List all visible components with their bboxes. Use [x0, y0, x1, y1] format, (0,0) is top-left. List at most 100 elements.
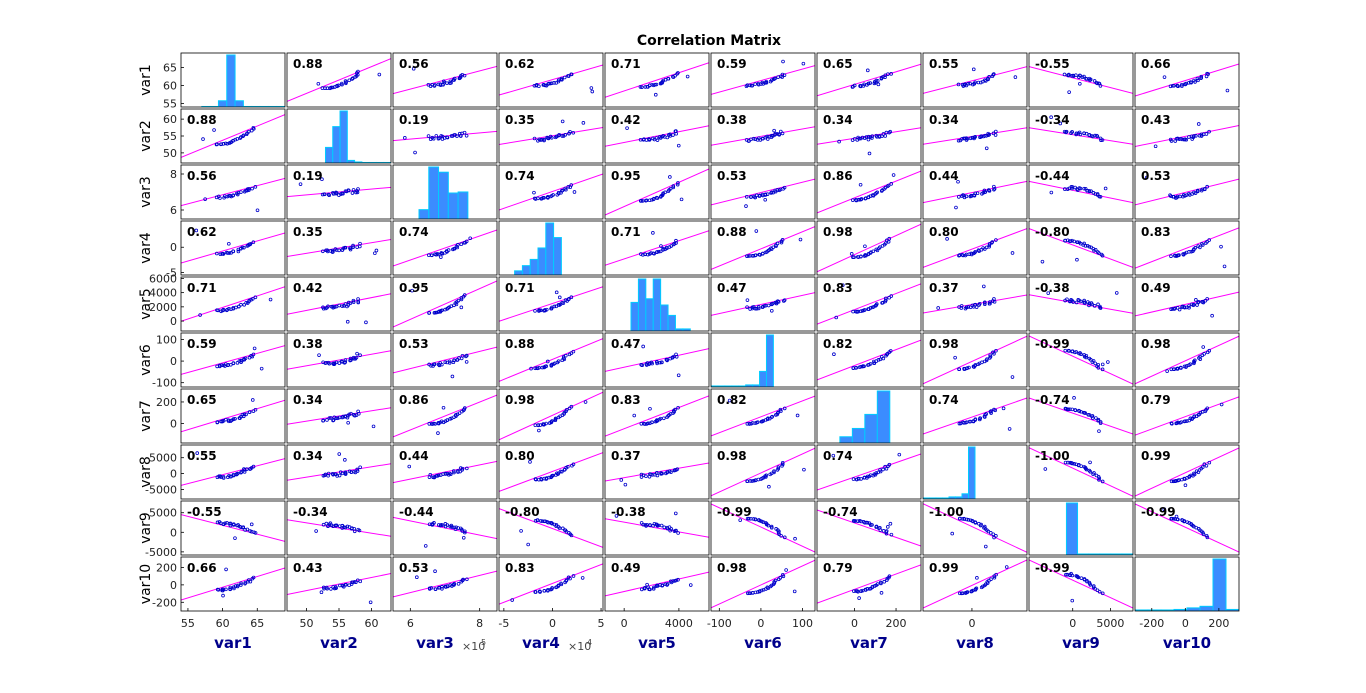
- fit-line: [711, 65, 815, 95]
- correlation-label: 0.86: [399, 393, 429, 407]
- scatter-point: [769, 308, 774, 313]
- fit-line: [923, 294, 1027, 314]
- fit-line: [1029, 66, 1133, 94]
- fit-line: [499, 64, 603, 96]
- scatter-point: [769, 525, 774, 530]
- panel-plot-area: [1029, 291, 1133, 314]
- correlation-label: 0.74: [505, 169, 535, 183]
- scatter-point: [240, 412, 245, 417]
- fit-line: [287, 186, 391, 198]
- panel-plot-area: [817, 223, 921, 273]
- scatter-point: [662, 416, 666, 421]
- scatter-point: [886, 183, 891, 188]
- panel-plot-area: [923, 397, 1027, 435]
- scatter-point: [1184, 137, 1189, 142]
- scatter-point: [1100, 138, 1105, 142]
- x-tick-label: 55: [332, 617, 346, 630]
- panel-plot-area: [923, 284, 1027, 314]
- scatter-point: [1169, 139, 1174, 143]
- correlation-label: 0.34: [823, 113, 853, 127]
- panel-plot-area: [1029, 66, 1133, 94]
- scatter-point: [994, 129, 998, 134]
- panel-frame: [816, 388, 922, 444]
- panel-var2-vs-var4: 0.35: [498, 108, 604, 164]
- scatter-point: [343, 470, 348, 475]
- correlation-label: 0.71: [611, 57, 641, 71]
- scatter-point: [976, 80, 981, 85]
- scatter-point: [528, 460, 532, 464]
- scatter-point: [990, 240, 995, 244]
- panel-plot-area: [287, 177, 391, 198]
- scatter-point: [1071, 300, 1075, 304]
- scatter-point: [558, 469, 563, 474]
- scatter-point: [643, 422, 647, 426]
- scatter-point: [647, 137, 651, 141]
- scatter-point: [973, 80, 977, 85]
- scatter-point: [752, 478, 756, 483]
- panel-plot-area: [287, 293, 391, 325]
- scatter-point: [216, 587, 221, 592]
- panel-var3-vs-var9: -0.44: [1028, 164, 1134, 220]
- scatter-point: [975, 191, 980, 196]
- scatter-point: [437, 136, 442, 140]
- scatter-point: [1092, 248, 1096, 253]
- correlation-label: 0.49: [1141, 281, 1171, 295]
- scatter-point: [351, 245, 355, 249]
- scatter-point: [957, 367, 961, 372]
- scatter-point: [750, 479, 754, 483]
- scatter-point: [1040, 259, 1045, 264]
- panel-var5-vs-var2: 0.42: [286, 276, 392, 332]
- panel-var3-vs-var2: 0.19: [286, 164, 392, 220]
- scatter-point: [351, 188, 356, 192]
- col-label-var7: var7: [850, 634, 888, 652]
- scatter-point: [655, 471, 659, 475]
- panel-frame: [922, 164, 1028, 220]
- scatter-point: [887, 130, 891, 135]
- fit-line: [181, 514, 285, 542]
- scatter-point: [974, 305, 979, 309]
- scatter-point: [781, 299, 786, 303]
- scatter-point: [1196, 122, 1201, 126]
- scatter-point: [885, 352, 889, 357]
- panel-plot-area: [711, 395, 815, 437]
- scatter-point: [639, 199, 643, 203]
- scatter-point: [251, 464, 256, 469]
- scatter-point: [866, 137, 871, 142]
- panel-frame: [710, 444, 816, 500]
- scatter-point: [212, 128, 216, 132]
- scatter-point: [342, 525, 346, 530]
- correlation-label: 0.71: [611, 225, 641, 239]
- panel-plot-area: [181, 286, 285, 322]
- scatter-point: [326, 304, 330, 309]
- scatter-point: [1222, 264, 1227, 269]
- row-label-var4: var4: [138, 232, 154, 264]
- row-label-var7: var7: [138, 400, 154, 432]
- panel-var7-vs-var10: 0.79: [1134, 388, 1240, 444]
- scatter-point: [1069, 571, 1073, 576]
- panel-plot-area: [605, 344, 709, 378]
- panel-var3-vs-var4: 0.74: [498, 164, 604, 220]
- scatter-point: [462, 73, 467, 78]
- scatter-point: [343, 79, 348, 83]
- scatter-point: [464, 133, 469, 138]
- col-label-var2: var2: [320, 634, 358, 652]
- y-tick-label: -100: [152, 377, 177, 390]
- fit-line: [1029, 397, 1133, 435]
- panel-frame: [816, 276, 922, 332]
- scatter-point: [1202, 352, 1206, 356]
- scatter-point: [436, 431, 440, 435]
- scatter-point: [614, 514, 619, 518]
- panel-plot-area: [393, 229, 497, 267]
- scatter-point: [655, 250, 659, 255]
- scatter-point: [374, 248, 379, 253]
- panel-frame: [1134, 220, 1240, 276]
- scatter-point: [1193, 246, 1198, 250]
- scatter-point: [865, 474, 870, 479]
- histogram-bar: [652, 278, 662, 331]
- panel-frame: [498, 388, 604, 444]
- scatter-point: [1171, 367, 1176, 371]
- scatter-point: [988, 301, 992, 306]
- scatter-point: [198, 313, 202, 317]
- scatter-point: [887, 462, 892, 467]
- scatter-point: [432, 362, 436, 367]
